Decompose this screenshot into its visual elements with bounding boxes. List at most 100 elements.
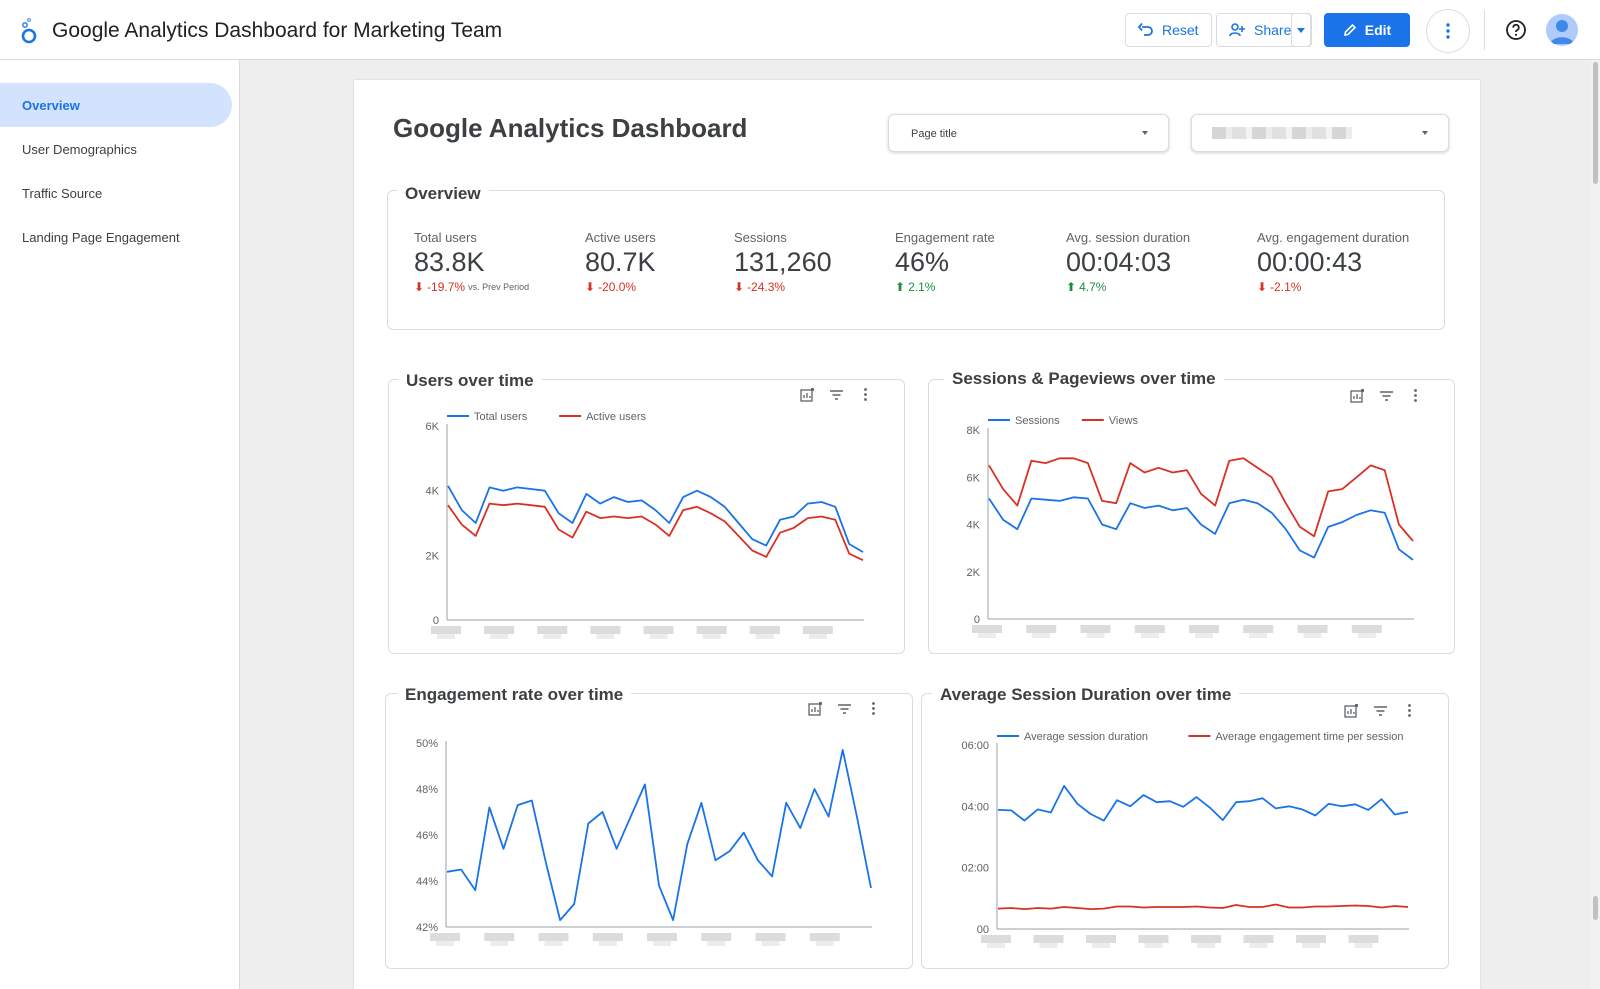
x-tick-label-redacted: [1191, 935, 1221, 943]
y-tick-label: 04:00: [961, 801, 989, 813]
scrollbar-thumb-secondary[interactable]: [1593, 896, 1598, 920]
kpi-label: Avg. engagement duration: [1257, 230, 1410, 245]
users-line-chart[interactable]: 0 2K 4K 6K Total users Active users: [390, 405, 902, 650]
engagement-chart-card[interactable]: [385, 693, 913, 969]
x-tick-label-redacted: [1296, 935, 1326, 943]
kpi-label: Total users: [414, 230, 477, 245]
explore-chart-icon[interactable]: [1350, 388, 1365, 403]
series-line-active-users[interactable]: [447, 502, 864, 562]
kpi-total-users[interactable]: Total users 83.8K ⬇ -19.7% vs. Prev Period: [414, 230, 529, 294]
kpi-delta: ⬇ -24.3%: [734, 280, 832, 294]
more-vert-icon[interactable]: [1408, 388, 1423, 403]
legend-label[interactable]: Sessions: [1015, 415, 1060, 427]
kpi-value: 83.8K: [414, 247, 485, 277]
legend-label[interactable]: Active users: [586, 411, 646, 423]
kpi-sessions[interactable]: Sessions 131,260 ⬇ -24.3%: [734, 230, 832, 294]
scrollbar-track[interactable]: [1590, 60, 1600, 989]
x-tick-label-redacted: [653, 941, 671, 946]
users-chart-card[interactable]: [388, 379, 905, 654]
top-bar: Google Analytics Dashboard for Marketing…: [0, 0, 1600, 60]
x-tick-label-redacted: [647, 933, 677, 941]
more-vert-icon[interactable]: [1402, 703, 1417, 718]
x-tick-label-redacted: [1033, 935, 1064, 943]
filter-icon[interactable]: [1373, 705, 1388, 717]
x-tick-label-redacted: [543, 634, 562, 639]
reset-label: Reset: [1162, 22, 1199, 38]
report-canvas: [354, 80, 1480, 989]
explore-chart-icon[interactable]: [1344, 703, 1359, 718]
nav-item-landing-page-engagement[interactable]: Landing Page Engagement: [22, 229, 180, 245]
y-tick-label: 0: [433, 615, 439, 627]
series-line-sessions[interactable]: [988, 496, 1414, 561]
filter-icon[interactable]: [829, 389, 844, 401]
edit-button[interactable]: Edit: [1324, 13, 1410, 47]
kpi-delta-value: -24.3%: [747, 280, 786, 294]
series-line-value[interactable]: [446, 748, 872, 922]
nav-item-overview[interactable]: Overview: [0, 83, 232, 127]
x-tick-label-redacted: [1080, 625, 1111, 633]
x-tick-label-redacted: [761, 941, 780, 946]
x-tick-label-redacted: [1140, 633, 1159, 638]
kpi-delta: ⬆ 2.1%: [895, 280, 995, 294]
undo-icon: [1138, 22, 1153, 36]
engagement-chart-title: Engagement rate over time: [397, 685, 632, 705]
more-vert-icon[interactable]: [866, 701, 881, 716]
toolbar-divider: [1484, 10, 1485, 50]
legend-label[interactable]: Views: [1109, 415, 1139, 427]
legend-label[interactable]: Average session duration: [1024, 731, 1148, 743]
y-tick-label: 02:00: [961, 863, 989, 875]
kpi-engagement-rate[interactable]: Engagement rate 46% ⬆ 2.1%: [895, 230, 995, 294]
x-tick-label-redacted: [749, 626, 780, 634]
more-vert-icon[interactable]: [858, 387, 873, 402]
kpi-delta: ⬇ -20.0%: [585, 280, 656, 294]
arrow-down-icon: ⬇: [734, 280, 745, 294]
y-tick-label: 06:00: [961, 740, 989, 752]
help-icon[interactable]: [1505, 19, 1527, 41]
arrow-up-icon: ⬆: [1066, 280, 1077, 294]
engagement-rate-line-chart[interactable]: 42% 44% 46% 48% 50%: [387, 730, 911, 965]
more-options-button[interactable]: [1426, 9, 1470, 53]
share-options-button[interactable]: [1291, 13, 1311, 47]
kpi-avg-engagement-duration[interactable]: Avg. engagement duration 00:00:43 ⬇ -2.1%: [1257, 230, 1409, 294]
x-tick-label-redacted: [598, 941, 617, 946]
series-line-views[interactable]: [988, 457, 1414, 542]
x-tick-label-redacted: [981, 935, 1011, 943]
legend-label[interactable]: Average engagement time per session: [1215, 731, 1403, 743]
x-tick-label-redacted: [1297, 625, 1328, 633]
y-tick-label: 0: [974, 614, 980, 626]
filter-icon[interactable]: [1379, 390, 1394, 402]
page-title-filter[interactable]: Page title: [888, 114, 1169, 152]
reset-button[interactable]: Reset: [1125, 13, 1212, 47]
kpi-delta-suffix: vs. Prev Period: [468, 282, 530, 292]
x-tick-label-redacted: [484, 933, 515, 941]
x-tick-label-redacted: [707, 941, 726, 946]
kpi-avg-session-duration[interactable]: Avg. session duration 00:04:03 ⬆ 4.7%: [1066, 230, 1190, 294]
filter-icon[interactable]: [837, 703, 852, 715]
report-title[interactable]: Google Analytics Dashboard for Marketing…: [52, 19, 503, 42]
caret-down-icon: [1422, 131, 1428, 135]
x-tick-label-redacted: [701, 933, 732, 941]
x-tick-label-redacted: [808, 634, 827, 639]
arrow-down-icon: ⬇: [414, 280, 425, 294]
account-avatar[interactable]: [1546, 14, 1578, 46]
date-range-filter[interactable]: [1191, 114, 1449, 152]
kpi-active-users[interactable]: Active users 80.7K ⬇ -20.0%: [585, 230, 656, 294]
legend-label[interactable]: Total users: [474, 411, 528, 423]
nav-item-traffic-source[interactable]: Traffic Source: [22, 185, 103, 201]
series-line-average-session-duration[interactable]: [997, 785, 1409, 822]
session-duration-line-chart[interactable]: 00 02:00 04:00 06:00 Average session duratio…: [923, 725, 1447, 965]
x-tick-label-redacted: [643, 626, 674, 634]
sessions-pageviews-line-chart[interactable]: 0 2K 4K 6K 8K Sessions Views: [930, 405, 1452, 650]
x-tick-label-redacted: [1243, 625, 1274, 633]
scrollbar-thumb[interactable]: [1593, 62, 1598, 184]
x-tick-label-redacted: [1197, 943, 1215, 948]
explore-chart-icon[interactable]: [800, 387, 815, 402]
kpi-delta-value: -2.1%: [1270, 280, 1302, 294]
nav-item-user-demographics[interactable]: User Demographics: [22, 141, 137, 157]
x-tick-label-redacted: [1134, 625, 1165, 633]
explore-chart-icon[interactable]: [808, 701, 823, 716]
series-line-average-engagement-time-per-session[interactable]: [997, 903, 1409, 911]
x-tick-label-redacted: [592, 933, 623, 941]
series-line-total-users[interactable]: [447, 485, 864, 553]
x-tick-label-redacted: [430, 933, 460, 941]
